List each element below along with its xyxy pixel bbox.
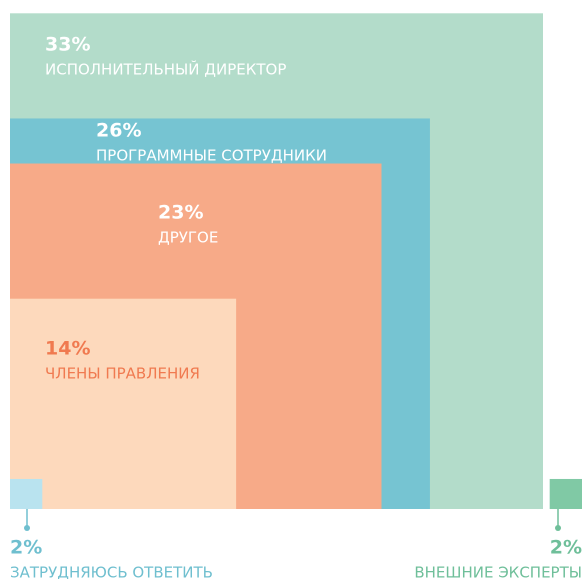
category-label: ЗАТРУДНЯЮСЬ ОТВЕТИТЬ [10, 564, 213, 579]
square [10, 478, 43, 509]
value-label: 2% [10, 537, 42, 559]
category-label: ПРОГРАММНЫЕ СОТРУДНИКИ [96, 147, 327, 165]
category-label: ЧЛЕНЫ ПРАВЛЕНИЯ [45, 365, 200, 383]
value-label: 23% [158, 202, 203, 224]
value-label: 26% [96, 120, 141, 142]
value-label: 2% [550, 537, 582, 559]
leader-dot [555, 525, 561, 531]
square [549, 478, 582, 509]
category-label: ИСПОЛНИТЕЛЬНЫЙ ДИРЕКТОР [45, 60, 286, 79]
leader-dot [24, 525, 30, 531]
square [10, 298, 237, 509]
value-label: 33% [45, 34, 90, 56]
category-label: ДРУГОЕ [158, 229, 218, 247]
value-label: 14% [45, 338, 90, 360]
category-label: ВНЕШНИЕ ЭКСПЕРТЫ [414, 564, 582, 579]
